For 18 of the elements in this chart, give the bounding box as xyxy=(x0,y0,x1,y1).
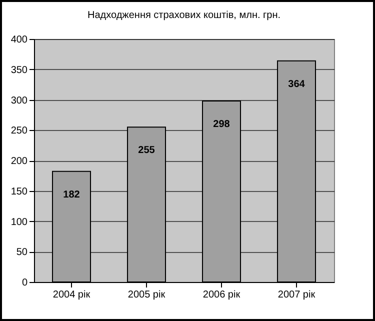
data-label: 182 xyxy=(63,189,80,200)
y-tick-label: 400 xyxy=(10,34,28,46)
data-label: 298 xyxy=(213,118,230,130)
x-tick-label: 2006 рік xyxy=(202,290,241,300)
y-tick-label: 200 xyxy=(10,156,28,167)
y-tick-label: 300 xyxy=(10,95,28,106)
y-tick-label: 50 xyxy=(16,247,28,258)
y-tick-label: 350 xyxy=(10,64,28,76)
chart-title: Надходження страхових коштів, млн. грн. xyxy=(87,10,281,21)
data-label: 255 xyxy=(138,145,156,156)
x-tick-label: 2005 рік xyxy=(128,290,166,300)
x-tick-label: 2004 рік xyxy=(52,290,91,300)
y-tick-label: 250 xyxy=(10,126,28,137)
y-tick-label: 0 xyxy=(22,278,28,288)
x-tick-label: 2007 рік xyxy=(278,290,316,300)
y-tick-label: 150 xyxy=(10,186,28,198)
y-tick-label: 100 xyxy=(10,216,28,228)
data-label: 364 xyxy=(288,78,306,90)
